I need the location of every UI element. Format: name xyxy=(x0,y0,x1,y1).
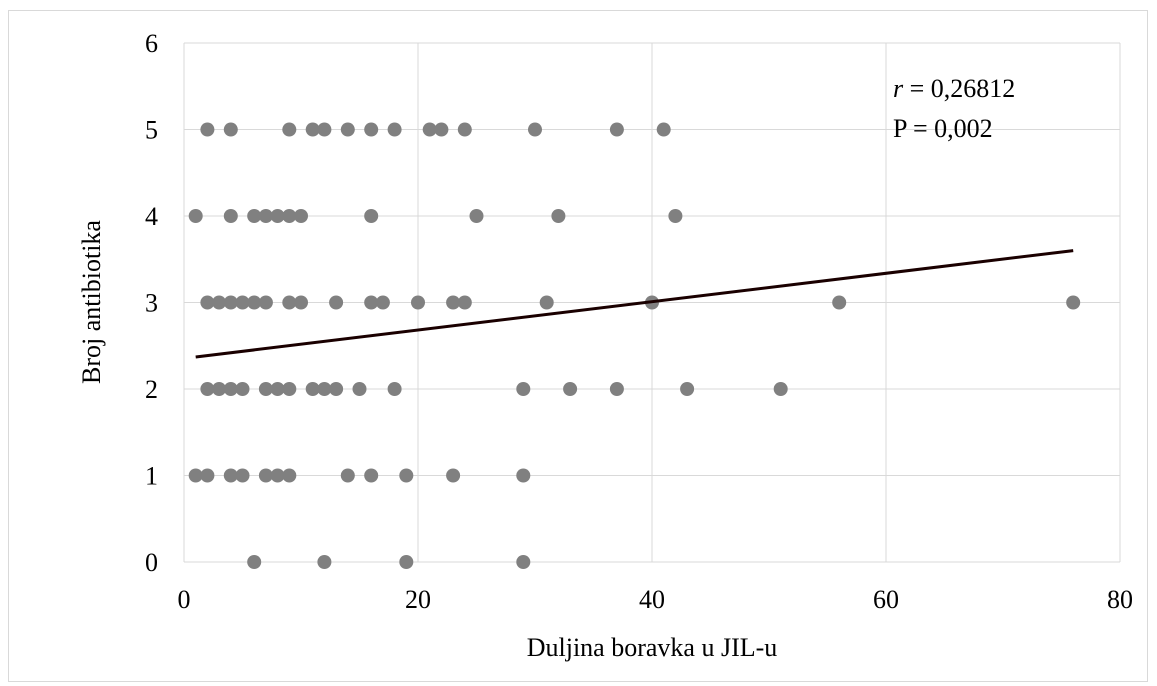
data-point xyxy=(223,122,238,137)
data-point xyxy=(434,122,449,137)
chart-frame xyxy=(8,10,1148,682)
data-point xyxy=(223,295,238,310)
data-point xyxy=(317,382,332,396)
data-point xyxy=(516,555,531,569)
data-point xyxy=(411,295,425,310)
data-point xyxy=(188,209,203,223)
data-point xyxy=(212,295,227,310)
correlation-annotation: r = 0,26812 xyxy=(893,74,1015,103)
data-point xyxy=(247,555,262,569)
data-point xyxy=(352,382,367,396)
y-tick-labels: 0 1 2 3 4 5 6 xyxy=(145,29,158,577)
y-tick-label: 1 xyxy=(145,462,158,491)
data-point xyxy=(317,555,332,569)
data-point xyxy=(387,382,402,396)
data-points xyxy=(188,122,1081,569)
data-point xyxy=(329,382,344,396)
data-point xyxy=(680,382,695,396)
x-tick-labels: 0 20 40 60 80 xyxy=(178,585,1134,614)
r-value: = 0,26812 xyxy=(903,74,1015,103)
data-point xyxy=(528,122,542,137)
data-point xyxy=(212,382,227,396)
p-value-annotation: P = 0,002 xyxy=(893,114,993,143)
data-point xyxy=(200,468,215,483)
data-point xyxy=(364,209,379,223)
x-tick-label: 60 xyxy=(873,585,899,614)
data-point xyxy=(551,209,566,223)
y-tick-label: 0 xyxy=(145,548,158,577)
data-point xyxy=(258,295,273,310)
y-axis-title: Broj antibiotika xyxy=(77,220,106,384)
data-point xyxy=(282,209,297,223)
data-point xyxy=(317,122,332,137)
data-point xyxy=(282,382,297,396)
data-point xyxy=(668,209,683,223)
data-point xyxy=(656,122,671,137)
data-point xyxy=(270,209,285,223)
data-point xyxy=(773,382,788,396)
data-point xyxy=(235,295,250,310)
x-axis-title: Duljina boravka u JIL-u xyxy=(527,633,778,662)
data-point xyxy=(609,122,624,137)
data-point xyxy=(270,382,285,396)
data-point xyxy=(516,382,531,396)
data-point xyxy=(294,209,308,223)
data-point xyxy=(457,122,472,137)
data-point xyxy=(446,468,461,483)
data-point xyxy=(270,468,285,483)
data-point xyxy=(340,122,355,137)
data-point xyxy=(399,468,414,483)
y-tick-label: 4 xyxy=(145,202,158,231)
data-point xyxy=(282,295,297,310)
data-point xyxy=(375,295,390,310)
data-point xyxy=(247,295,262,310)
data-point xyxy=(516,468,531,483)
x-tick-label: 80 xyxy=(1107,585,1133,614)
data-point xyxy=(235,382,250,396)
x-tick-label: 20 xyxy=(405,585,431,614)
data-point xyxy=(469,209,484,223)
data-point xyxy=(609,382,624,396)
data-point xyxy=(305,382,320,396)
y-tick-label: 5 xyxy=(145,116,158,145)
data-point xyxy=(223,209,238,223)
x-tick-label: 0 xyxy=(178,585,191,614)
data-point xyxy=(200,122,215,137)
x-tick-label: 40 xyxy=(639,585,665,614)
data-point xyxy=(563,382,578,396)
data-point xyxy=(188,468,203,483)
data-point xyxy=(200,295,215,310)
data-point xyxy=(258,382,273,396)
data-point xyxy=(422,122,437,137)
data-point xyxy=(305,122,320,137)
y-tick-label: 2 xyxy=(145,375,158,404)
data-point xyxy=(364,122,379,137)
y-tick-label: 6 xyxy=(145,29,158,58)
data-point xyxy=(364,295,379,310)
data-point xyxy=(399,555,414,569)
data-point xyxy=(235,468,250,483)
data-point xyxy=(446,295,461,310)
trendline xyxy=(195,249,1074,359)
data-point xyxy=(200,382,215,396)
data-point xyxy=(340,468,355,483)
data-point xyxy=(364,468,379,483)
data-point xyxy=(1066,295,1081,310)
r-symbol: r xyxy=(893,74,904,103)
data-point xyxy=(457,295,472,310)
data-point xyxy=(247,209,262,223)
data-point xyxy=(832,295,847,310)
data-point xyxy=(223,382,238,396)
data-point xyxy=(539,295,554,310)
data-point xyxy=(282,468,297,483)
data-point xyxy=(329,295,344,310)
data-point xyxy=(387,122,402,137)
data-point xyxy=(294,295,308,310)
data-point xyxy=(223,468,238,483)
data-point xyxy=(258,209,273,223)
data-point xyxy=(258,468,273,483)
data-point xyxy=(282,122,297,137)
y-tick-label: 3 xyxy=(145,289,158,318)
